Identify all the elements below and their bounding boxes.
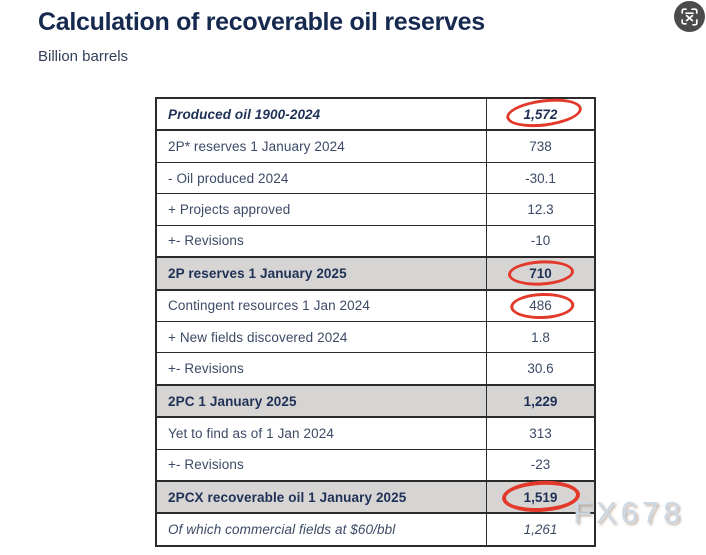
row-label: 2P reserves 1 January 2025 <box>168 265 347 281</box>
table-row: 2PCX recoverable oil 1 January 2025 1,519 <box>157 479 594 515</box>
row-value: 738 <box>486 131 594 162</box>
table-row: - Oil produced 2024 -30.1 <box>157 161 594 194</box>
row-value: 1,519 <box>486 479 594 515</box>
image-translate-icon <box>680 7 699 26</box>
page-title: Calculation of recoverable oil reserves <box>38 8 485 36</box>
reserves-table: Produced oil 1900-2024 1,572 2P* reserves … <box>155 95 596 547</box>
row-value: 1,572 <box>486 95 594 132</box>
row-value: 486 <box>486 290 594 321</box>
table-row: +- Revisions -10 <box>157 224 594 257</box>
table-row: Produced oil 1900-2024 1,572 <box>157 95 594 132</box>
row-label: +- Revisions <box>168 457 244 473</box>
row-value: 313 <box>486 418 594 449</box>
row-label: Produced oil 1900-2024 <box>168 106 321 122</box>
row-value: 710 <box>486 258 594 289</box>
row-value: 12.3 <box>486 194 594 225</box>
table-row: 2PC 1 January 2025 1,229 <box>157 383 594 417</box>
row-value: -23 <box>486 449 594 481</box>
table-row: Of which commercial fields at $60/bbl 1,2… <box>157 512 594 545</box>
row-label: +- Revisions <box>168 233 244 249</box>
row-label: Yet to find as of 1 Jan 2024 <box>168 425 334 441</box>
table-row: +- Revisions 30.6 <box>157 352 594 384</box>
table-row: 2P* reserves 1 January 2024 738 <box>157 129 594 162</box>
row-value: 1.8 <box>486 321 594 353</box>
image-translate-button[interactable] <box>674 1 705 32</box>
table-row: + New fields discovered 2024 1.8 <box>157 320 594 353</box>
row-label: Of which commercial fields at $60/bbl <box>168 522 396 538</box>
row-label: - Oil produced 2024 <box>168 170 289 186</box>
row-label: +- Revisions <box>168 361 244 377</box>
row-value: -30.1 <box>486 162 594 194</box>
row-label: 2PCX recoverable oil 1 January 2025 <box>168 489 407 505</box>
row-value: 1,261 <box>486 514 594 545</box>
row-value: 1,229 <box>486 385 594 417</box>
table-row: Yet to find as of 1 Jan 2024 313 <box>157 416 594 449</box>
unit-label: Billion barrels <box>38 48 129 65</box>
table-row: + Projects approved 12.3 <box>157 193 594 225</box>
watermark: FX678 <box>573 495 685 530</box>
table-row: Contingent resources 1 Jan 2024 486 <box>157 288 594 321</box>
row-value: -10 <box>486 225 594 257</box>
table-row: +- Revisions -23 <box>157 448 594 481</box>
row-label: 2P* reserves 1 January 2024 <box>168 139 345 155</box>
row-label: + Projects approved <box>168 201 291 217</box>
table-row: 2P reserves 1 January 2025 710 <box>157 256 594 289</box>
row-value: 30.6 <box>486 353 594 384</box>
row-label: Contingent resources 1 Jan 2024 <box>168 298 370 314</box>
row-label: + New fields discovered 2024 <box>168 329 348 345</box>
row-label: 2PC 1 January 2025 <box>168 393 297 409</box>
